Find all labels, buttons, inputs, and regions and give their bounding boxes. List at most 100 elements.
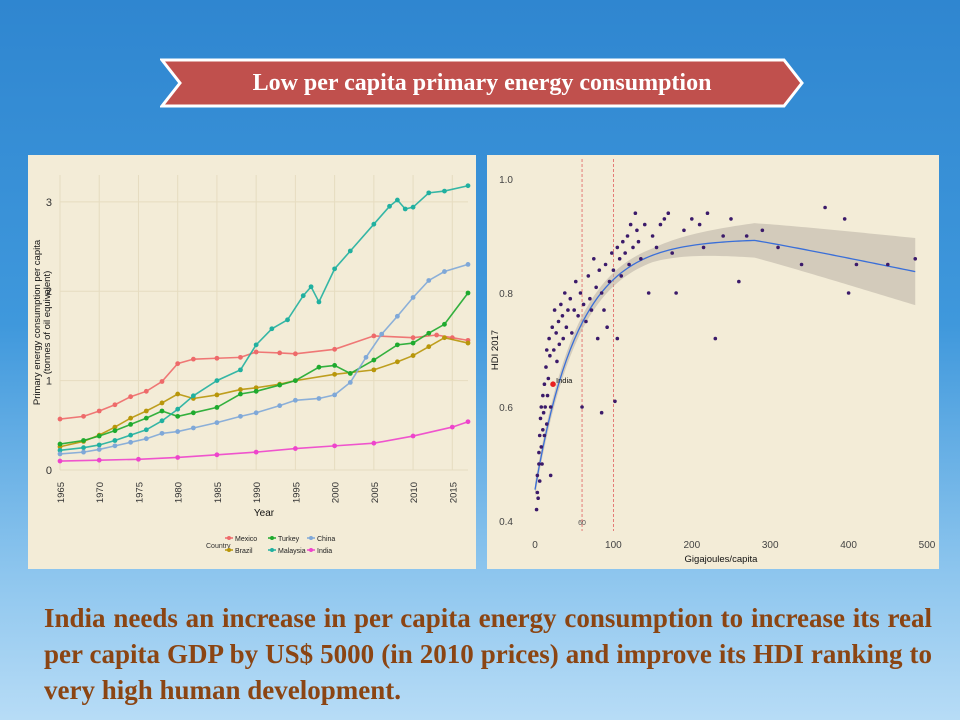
x-axis-title: Gigajoules/capita	[685, 554, 759, 565]
scatter-point	[555, 359, 559, 364]
scatter-point	[576, 314, 580, 318]
series-point-turkey	[277, 382, 283, 388]
series-point-china	[112, 443, 118, 449]
series-point-mexico	[57, 416, 63, 422]
series-point-india	[371, 440, 377, 446]
caption-text: India needs an increase in per capita en…	[44, 603, 932, 705]
series-line-mexico	[59, 334, 469, 420]
scatter-point	[556, 319, 561, 324]
series-point-turkey	[442, 321, 447, 327]
series-point-brazil	[238, 387, 243, 392]
scatter-point	[544, 348, 549, 352]
scatter-point	[545, 393, 550, 398]
legend-marker-malaysia	[270, 548, 274, 552]
scatter-point	[599, 410, 604, 415]
series-line-china	[59, 263, 469, 455]
y-axis-title: Primary energy consumption per capita(to…	[32, 239, 53, 405]
series-point-turkey	[465, 290, 471, 296]
series-point-china	[379, 331, 385, 337]
series-point-mexico	[214, 355, 220, 361]
scatter-point	[543, 405, 547, 409]
series-point-china	[175, 429, 181, 434]
scatter-point	[547, 336, 551, 341]
series-point-india	[214, 452, 220, 458]
scatter-point	[886, 262, 890, 267]
banner-chevron	[160, 58, 804, 108]
scatter-point	[568, 296, 573, 301]
scatter-point	[557, 342, 562, 347]
x-tick-label-0: 1965	[56, 482, 67, 503]
series-point-turkey	[238, 391, 243, 397]
scatter-point	[729, 217, 733, 221]
y-tick-label-2: 2	[46, 286, 52, 298]
series-point-china	[394, 313, 400, 319]
series-point-malaysia	[316, 299, 322, 305]
hdi-scatter-chart: 0.4 0.6 0.8 1.0 0 100 200 300 400 500 Gigajoules/c…	[490, 159, 936, 565]
scatter-point	[701, 245, 706, 250]
series-point-india	[410, 433, 416, 439]
scatter-point	[623, 251, 627, 255]
series-point-turkey	[426, 330, 432, 336]
scatter-point	[635, 228, 639, 233]
series-point-malaysia	[190, 393, 196, 399]
series-point-china	[253, 410, 259, 416]
series-point-turkey	[316, 364, 322, 370]
scatter-point	[846, 291, 851, 295]
scatter-point	[552, 348, 556, 352]
series-point-turkey	[175, 413, 181, 419]
scatter-point	[607, 279, 612, 284]
scatter-point	[572, 308, 576, 312]
scatter-point	[589, 308, 594, 312]
series-point-mexico	[434, 332, 440, 338]
highlight-point-india	[550, 381, 556, 387]
series-point-china	[143, 436, 149, 442]
series-point-india	[253, 449, 259, 455]
scatter-point	[584, 319, 588, 324]
series-point-malaysia	[96, 442, 102, 448]
legend-label-india: India	[317, 548, 332, 555]
series-point-brazil	[159, 400, 165, 406]
x-tick-label-3: 1980	[174, 482, 185, 503]
scatter-point	[610, 251, 614, 255]
x-tick-label-6: 1995	[291, 482, 302, 503]
series-point-turkey	[112, 428, 118, 434]
highlight-label-india: India	[556, 376, 573, 385]
scatter-point	[713, 336, 718, 341]
series-point-china	[128, 439, 134, 445]
series-point-malaysia	[410, 204, 416, 210]
scatter-point	[721, 234, 725, 238]
series-point-china	[214, 420, 220, 426]
scatter-point	[690, 217, 694, 221]
series-point-china	[410, 295, 416, 300]
series-point-mexico	[277, 350, 283, 356]
scatter-point	[573, 279, 578, 284]
series-point-china	[238, 413, 243, 419]
scatter-point	[534, 507, 539, 512]
series-point-brazil	[214, 392, 220, 398]
scatter-point	[760, 228, 765, 233]
confidence-band	[535, 223, 916, 497]
scatter-point	[628, 222, 633, 227]
series-point-india	[96, 457, 102, 463]
y-tick-label-3: 1.0	[499, 175, 513, 186]
series-point-brazil	[143, 408, 149, 414]
scatter-point	[552, 308, 557, 312]
x-tick-label-0: 0	[532, 540, 538, 551]
legend-marker-brazil	[227, 548, 231, 552]
series-point-mexico	[96, 408, 102, 414]
series-point-turkey	[57, 441, 63, 447]
series-point-turkey	[190, 410, 196, 416]
scatter-point	[744, 234, 749, 238]
series-point-malaysia	[347, 248, 353, 254]
x-axis-title: Year	[254, 508, 275, 519]
series-point-mexico	[143, 388, 149, 394]
x-tick-label-4: 400	[840, 540, 857, 551]
series-point-turkey	[347, 371, 353, 376]
scatter-point	[603, 262, 608, 267]
y-axis-title-line-2: (tonnes of oil equivalent)	[42, 271, 53, 375]
scatter-point	[658, 222, 663, 227]
scatter-point	[631, 245, 635, 250]
series-point-turkey	[214, 405, 220, 410]
series-point-china	[426, 278, 432, 283]
scatter-point	[560, 314, 565, 318]
